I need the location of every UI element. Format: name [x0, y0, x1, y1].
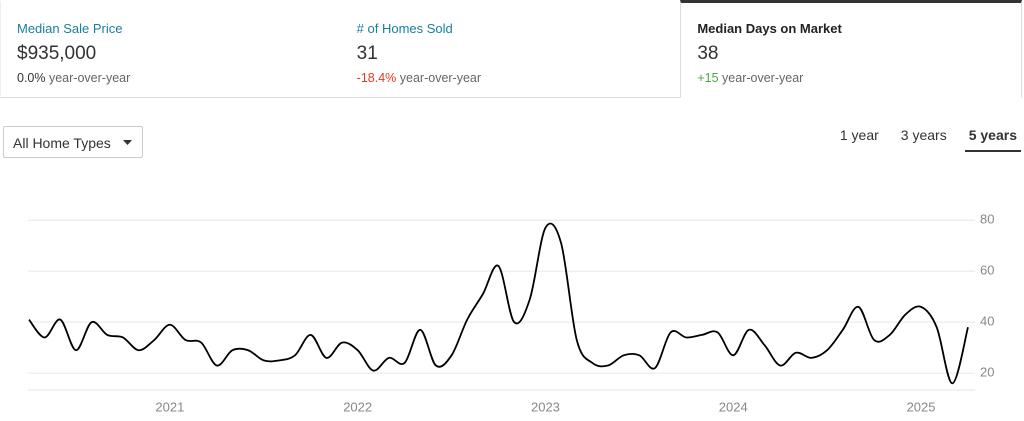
stat-label: Median Days on Market	[697, 21, 842, 36]
range-tab[interactable]: 1 year	[839, 127, 879, 143]
change-suffix: year-over-year	[399, 71, 482, 85]
change-suffix: year-over-year	[722, 71, 804, 85]
dropdown-label: All Home Types	[13, 135, 111, 151]
stat-label: Median Sale Price	[17, 21, 123, 36]
change-suffix: year-over-year	[48, 71, 131, 85]
data-line	[28, 222, 969, 385]
x-tick-label: 2022	[343, 399, 372, 414]
stat-value: $935,000	[17, 43, 97, 64]
range-tab[interactable]: 3 years	[900, 127, 947, 143]
stat-value: 38	[697, 43, 719, 64]
range-tab[interactable]: 5 years	[964, 124, 1021, 152]
y-tick-label: 60	[980, 263, 994, 278]
stat-change: 0.0% year-over-year	[17, 71, 325, 85]
x-tick-label: 2025	[907, 399, 936, 414]
stat-value: 31	[356, 43, 378, 64]
y-tick-label: 20	[980, 365, 994, 380]
change-delta: -18.4%	[356, 71, 397, 85]
stat-change: -18.4% year-over-year	[357, 71, 665, 85]
change-delta: 0.0%	[17, 71, 46, 85]
stat-label: # of Homes Sold	[356, 21, 453, 36]
stat-card[interactable]: Median Days on Market 38 +15 year-over-yea…	[680, 0, 1023, 98]
range-tabs: 1 year 3 years 5 years	[822, 124, 1021, 152]
home-type-dropdown[interactable]: All Home Types	[3, 126, 143, 158]
x-tick-label: 2024	[719, 399, 748, 414]
stat-card[interactable]: Median Sale Price $935,000 0.0% year-over-…	[0, 0, 341, 98]
stat-change: +15 year-over-year	[697, 71, 1005, 85]
stat-card[interactable]: # of Homes Sold 31 -18.4% year-over-year	[340, 0, 681, 98]
dropdown-caret	[123, 140, 132, 145]
chart: 20 40 60 80 2021 2022 2023 2024 2025	[28, 212, 994, 414]
change-delta: +15	[697, 71, 719, 85]
y-tick-label: 40	[980, 314, 994, 329]
y-tick-label: 80	[980, 212, 994, 227]
x-tick-label: 2021	[155, 399, 184, 414]
stat-cards: Median Sale Price $935,000 0.0% year-over-…	[0, 0, 1023, 98]
x-tick-label: 2023	[531, 399, 560, 414]
